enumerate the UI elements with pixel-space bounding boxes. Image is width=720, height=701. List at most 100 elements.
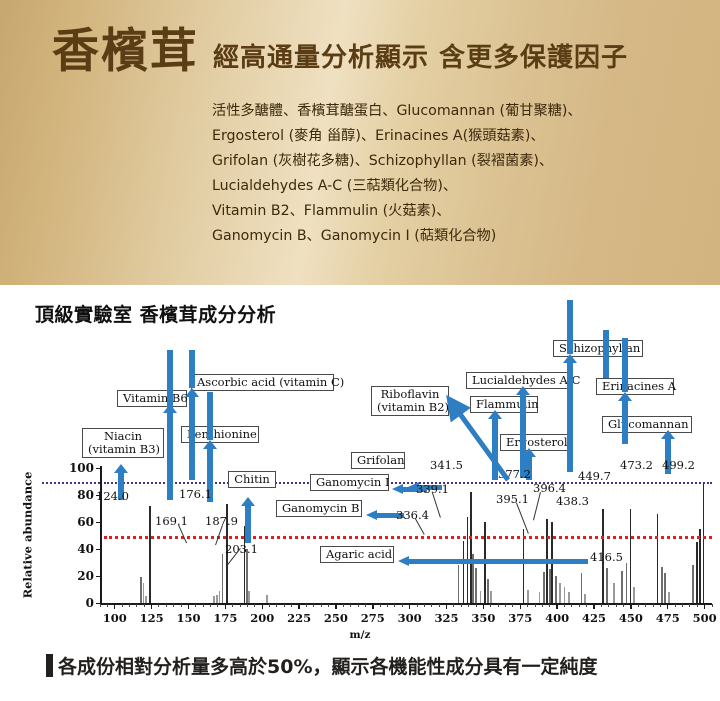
- arrow-up-erinacines-a: [618, 392, 632, 444]
- callout-schizophyllan: Schizophyllan: [553, 340, 643, 357]
- arrow-head: [203, 440, 217, 449]
- x-tick-label: 500: [692, 611, 717, 625]
- spectrum-peak: [633, 586, 635, 603]
- mz-value-label: 395.1: [496, 492, 529, 506]
- y-tick-mark: [96, 467, 101, 469]
- x-minor-tick: [674, 604, 676, 607]
- x-minor-tick: [460, 604, 462, 607]
- x-tick-mark: [593, 604, 595, 609]
- threshold-line-90-left: [42, 481, 100, 484]
- spectrum-peak: [248, 590, 250, 603]
- arrow-up-chitin: [241, 497, 255, 543]
- x-minor-tick: [394, 604, 396, 607]
- arrow-up-ergosterol: [522, 448, 536, 480]
- x-minor-tick: [527, 604, 529, 607]
- y-tick-mark: [96, 494, 101, 496]
- x-minor-tick: [276, 604, 278, 607]
- x-tick-mark: [408, 604, 411, 609]
- spectrum-peak: [475, 567, 477, 603]
- x-tick-mark: [519, 604, 521, 609]
- ingredient-line: Ergosterol (麥角 甾醇)、Erinacines A(猴頭菇素)、: [212, 128, 545, 144]
- arrow-stem: [245, 505, 251, 543]
- spectrum-peak: [559, 582, 561, 603]
- x-minor-tick: [180, 604, 182, 607]
- spectrum-peak: [606, 567, 609, 603]
- y-tick-mark: [96, 548, 101, 550]
- arrow-up-vitamin-b6: [163, 404, 177, 500]
- x-tick-mark: [335, 604, 337, 609]
- x-minor-tick: [468, 604, 470, 607]
- callout-niacin: Niacin (vitamin B3): [82, 428, 164, 458]
- x-axis: [100, 603, 712, 605]
- x-minor-tick: [232, 604, 234, 607]
- mz-value-label: 203.1: [225, 542, 258, 556]
- arrow-stem: [665, 438, 671, 474]
- ingredient-line: Lucialdehydes A-C (三萜類化合物)、: [212, 178, 458, 194]
- arrow-left-ganomycin-i: [392, 484, 427, 495]
- spectrum-peak: [215, 594, 218, 603]
- arrow-head: [618, 392, 632, 401]
- x-minor-tick: [423, 604, 425, 607]
- threshold-line-50: [104, 535, 712, 539]
- x-minor-tick: [416, 604, 418, 607]
- spectrum-peak: [526, 589, 529, 603]
- x-tick-label: 125: [139, 611, 164, 625]
- leader-line: [432, 492, 441, 518]
- spectrum-peak: [702, 481, 705, 603]
- x-minor-tick: [342, 604, 344, 607]
- x-minor-tick: [128, 604, 130, 607]
- arrow-left-agaric-acid: [398, 556, 588, 567]
- x-tick-label: 375: [508, 611, 533, 625]
- y-tick-label: 80: [77, 488, 94, 502]
- arrow-stem: [418, 485, 442, 490]
- spectrum-peak: [245, 549, 248, 603]
- x-minor-tick: [291, 604, 293, 607]
- spectrum-peak: [554, 576, 557, 603]
- spectrum-peak: [142, 582, 145, 603]
- y-tick-mark: [96, 602, 101, 604]
- mz-value-label: 438.3: [556, 494, 589, 508]
- spectrum-peak: [489, 590, 492, 603]
- spectrum-peak: [218, 590, 221, 603]
- x-minor-tick: [202, 604, 204, 607]
- arrow-head: [661, 430, 675, 439]
- footer-accent-bar: [46, 654, 53, 677]
- arrow-up-glucomannan: [661, 430, 675, 474]
- arrow-stem: [402, 487, 427, 492]
- x-minor-tick: [512, 604, 514, 607]
- x-minor-tick: [305, 604, 307, 607]
- x-minor-tick: [497, 604, 499, 607]
- x-minor-tick: [136, 604, 138, 607]
- x-tick-mark: [187, 604, 190, 609]
- x-tick-label: 300: [397, 611, 422, 625]
- arrow-head: [185, 388, 199, 397]
- mz-value-label: 176.1: [179, 487, 212, 501]
- x-minor-tick: [246, 604, 248, 607]
- spectrum-peak: [612, 582, 615, 603]
- arrow-head: [392, 484, 403, 494]
- x-tick-mark: [556, 604, 558, 609]
- x-minor-tick: [195, 604, 197, 607]
- arrow-head: [114, 464, 128, 473]
- spectrum-peak: [226, 504, 228, 603]
- x-minor-tick: [586, 604, 588, 607]
- spectrum-peak: [656, 513, 659, 603]
- x-tick-label: 175: [213, 611, 238, 625]
- ingredient-line: Ganomycin B、Ganomycin I (萜類化合物): [212, 228, 497, 244]
- arrow-up-schizophyllan: [563, 354, 577, 472]
- x-tick-label: 100: [102, 611, 127, 625]
- x-minor-tick: [659, 604, 661, 607]
- arrow-up-lucialdehydes: [516, 386, 530, 478]
- spectrum-peak: [470, 492, 472, 603]
- arrow-head: [398, 556, 409, 566]
- y-axis-title: Relative abundance: [20, 471, 35, 599]
- x-minor-tick: [239, 604, 241, 607]
- x-tick-mark: [482, 604, 485, 609]
- y-tick-label: 20: [77, 569, 94, 583]
- spectrum-peak: [522, 528, 525, 603]
- arrow-head: [563, 354, 577, 363]
- chart-section-title: 頂級實驗室 香檳茸成分分析: [35, 304, 277, 326]
- x-minor-tick: [320, 604, 322, 607]
- x-minor-tick: [505, 604, 507, 607]
